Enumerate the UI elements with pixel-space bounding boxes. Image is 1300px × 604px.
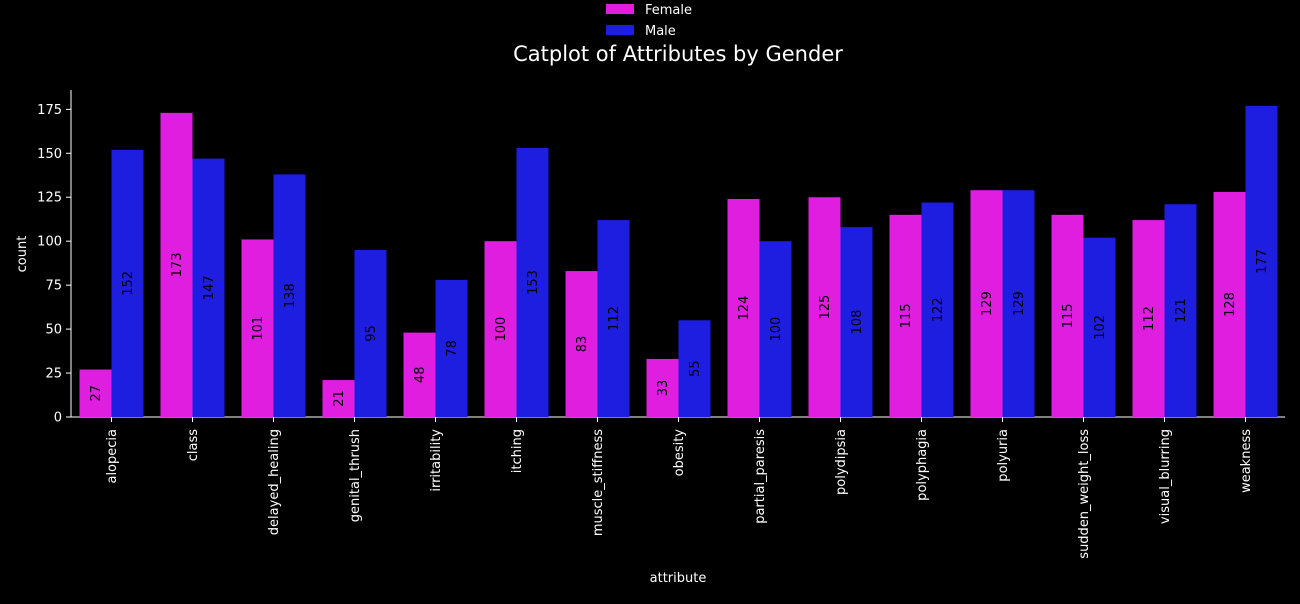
bar-male-itching: [516, 148, 549, 418]
bar-female-weakness: [1213, 191, 1246, 417]
x-tick-label: genital_thrush: [348, 429, 363, 522]
y-tick-label: 50: [45, 323, 62, 338]
bars: 27 152 173 147 101 138 21 95 48 78 100 153 83 112 33 55…: [79, 105, 1278, 418]
bar-value-label: 83: [575, 336, 590, 353]
x-tick-label: polydipsia: [834, 429, 849, 495]
bar-value-label: 129: [980, 291, 995, 316]
bar-value-label: 100: [769, 317, 784, 342]
bar-value-label: 112: [607, 306, 622, 331]
bar-male-muscle_stiffness: [597, 220, 630, 417]
bar-female-visual_blurring: [1132, 220, 1165, 417]
bar-value-label: 78: [445, 340, 460, 357]
chart-title: Catplot of Attributes by Gender: [513, 42, 843, 66]
bar-value-label: 122: [931, 297, 946, 322]
bar-value-label: 153: [526, 270, 541, 295]
bar-value-label: 128: [1223, 292, 1238, 317]
bar-value-label: 115: [1061, 303, 1076, 328]
bar-male-partial_paresis: [759, 241, 792, 417]
bar-value-label: 95: [364, 325, 379, 342]
bar-value-label: 124: [737, 296, 752, 321]
x-tick-label: alopecia: [105, 429, 120, 484]
bar-male-weakness: [1245, 105, 1278, 418]
x-tick-label: itching: [510, 429, 525, 473]
x-tick-label: obesity: [672, 429, 687, 477]
bar-value-label: 115: [899, 303, 914, 328]
legend-swatch-female: [606, 4, 634, 14]
y-tick-label: 75: [45, 279, 62, 294]
bar-female-polyphagia: [889, 214, 922, 417]
bar-male-sudden_weight_loss: [1083, 237, 1116, 417]
bar-value-label: 21: [332, 390, 347, 407]
bar-value-label: 125: [818, 295, 833, 320]
bar-female-alopecia: [79, 369, 112, 417]
bar-female-delayed_healing: [241, 239, 274, 417]
bar-value-label: 138: [283, 283, 298, 308]
bar-value-label: 147: [202, 275, 217, 300]
bar-male-irritability: [435, 279, 468, 417]
bar-female-muscle_stiffness: [565, 271, 598, 417]
bar-female-class: [160, 112, 193, 418]
bar-value-label: 112: [1142, 306, 1157, 331]
bar-female-itching: [484, 241, 517, 417]
x-axis-label: attribute: [650, 571, 707, 586]
x-tick-label: weakness: [1239, 429, 1254, 493]
bar-female-sudden_weight_loss: [1051, 214, 1084, 417]
bar-male-polyphagia: [921, 202, 954, 417]
legend-label-male: Male: [645, 24, 676, 39]
y-tick-label: 100: [37, 235, 62, 250]
bar-female-partial_paresis: [727, 199, 760, 417]
x-tick-label: sudden_weight_loss: [1077, 429, 1092, 559]
x-tick-label: irritability: [429, 429, 444, 492]
bar-value-label: 121: [1174, 298, 1189, 323]
x-tick-label: delayed_healing: [267, 429, 282, 535]
bar-value-label: 48: [413, 367, 428, 384]
y-tick-label: 150: [37, 147, 62, 162]
y-tick-label: 0: [54, 411, 62, 426]
legend-label-female: Female: [645, 3, 692, 18]
bar-value-label: 100: [494, 317, 509, 342]
bar-value-label: 152: [121, 271, 136, 296]
y-tick-label: 25: [45, 367, 62, 382]
legend-swatch-male: [606, 25, 634, 35]
bar-value-label: 108: [850, 310, 865, 335]
y-tick-label: 125: [37, 191, 62, 206]
bar-value-label: 173: [170, 253, 185, 278]
bar-male-genital_thrush: [354, 249, 387, 417]
bar-female-polyuria: [970, 190, 1003, 417]
y-axis-label: count: [15, 236, 30, 273]
bar-male-alopecia: [111, 149, 144, 417]
x-tick-label: muscle_stiffness: [591, 429, 606, 536]
bar-value-label: 55: [688, 360, 703, 377]
axes: 0 25 50 75 100 125 150 175 alopecia class delayed_…: [37, 90, 1285, 559]
bar-male-delayed_healing: [273, 174, 306, 417]
bar-female-irritability: [403, 332, 436, 417]
bar-value-label: 33: [656, 380, 671, 397]
x-tick-label: partial_paresis: [753, 429, 768, 524]
bar-male-polyuria: [1002, 190, 1035, 417]
bar-male-class: [192, 158, 225, 417]
bar-female-obesity: [646, 358, 679, 417]
y-tick-label: 175: [37, 103, 62, 118]
bar-female-polydipsia: [808, 197, 841, 417]
legend: Female Male: [606, 3, 692, 39]
x-tick-label: polyuria: [996, 429, 1011, 482]
bar-value-label: 129: [1012, 291, 1027, 316]
bar-male-obesity: [678, 320, 711, 417]
x-tick-label: visual_blurring: [1158, 429, 1173, 524]
x-tick-label: polyphagia: [915, 429, 930, 501]
bar-value-label: 27: [89, 385, 104, 402]
bar-value-label: 177: [1255, 249, 1270, 274]
bar-female-genital_thrush: [322, 380, 355, 417]
bar-male-polydipsia: [840, 227, 873, 417]
bar-male-visual_blurring: [1164, 204, 1197, 417]
x-tick-label: class: [186, 429, 201, 461]
bar-value-label: 101: [251, 316, 266, 341]
bar-value-label: 102: [1093, 315, 1108, 340]
